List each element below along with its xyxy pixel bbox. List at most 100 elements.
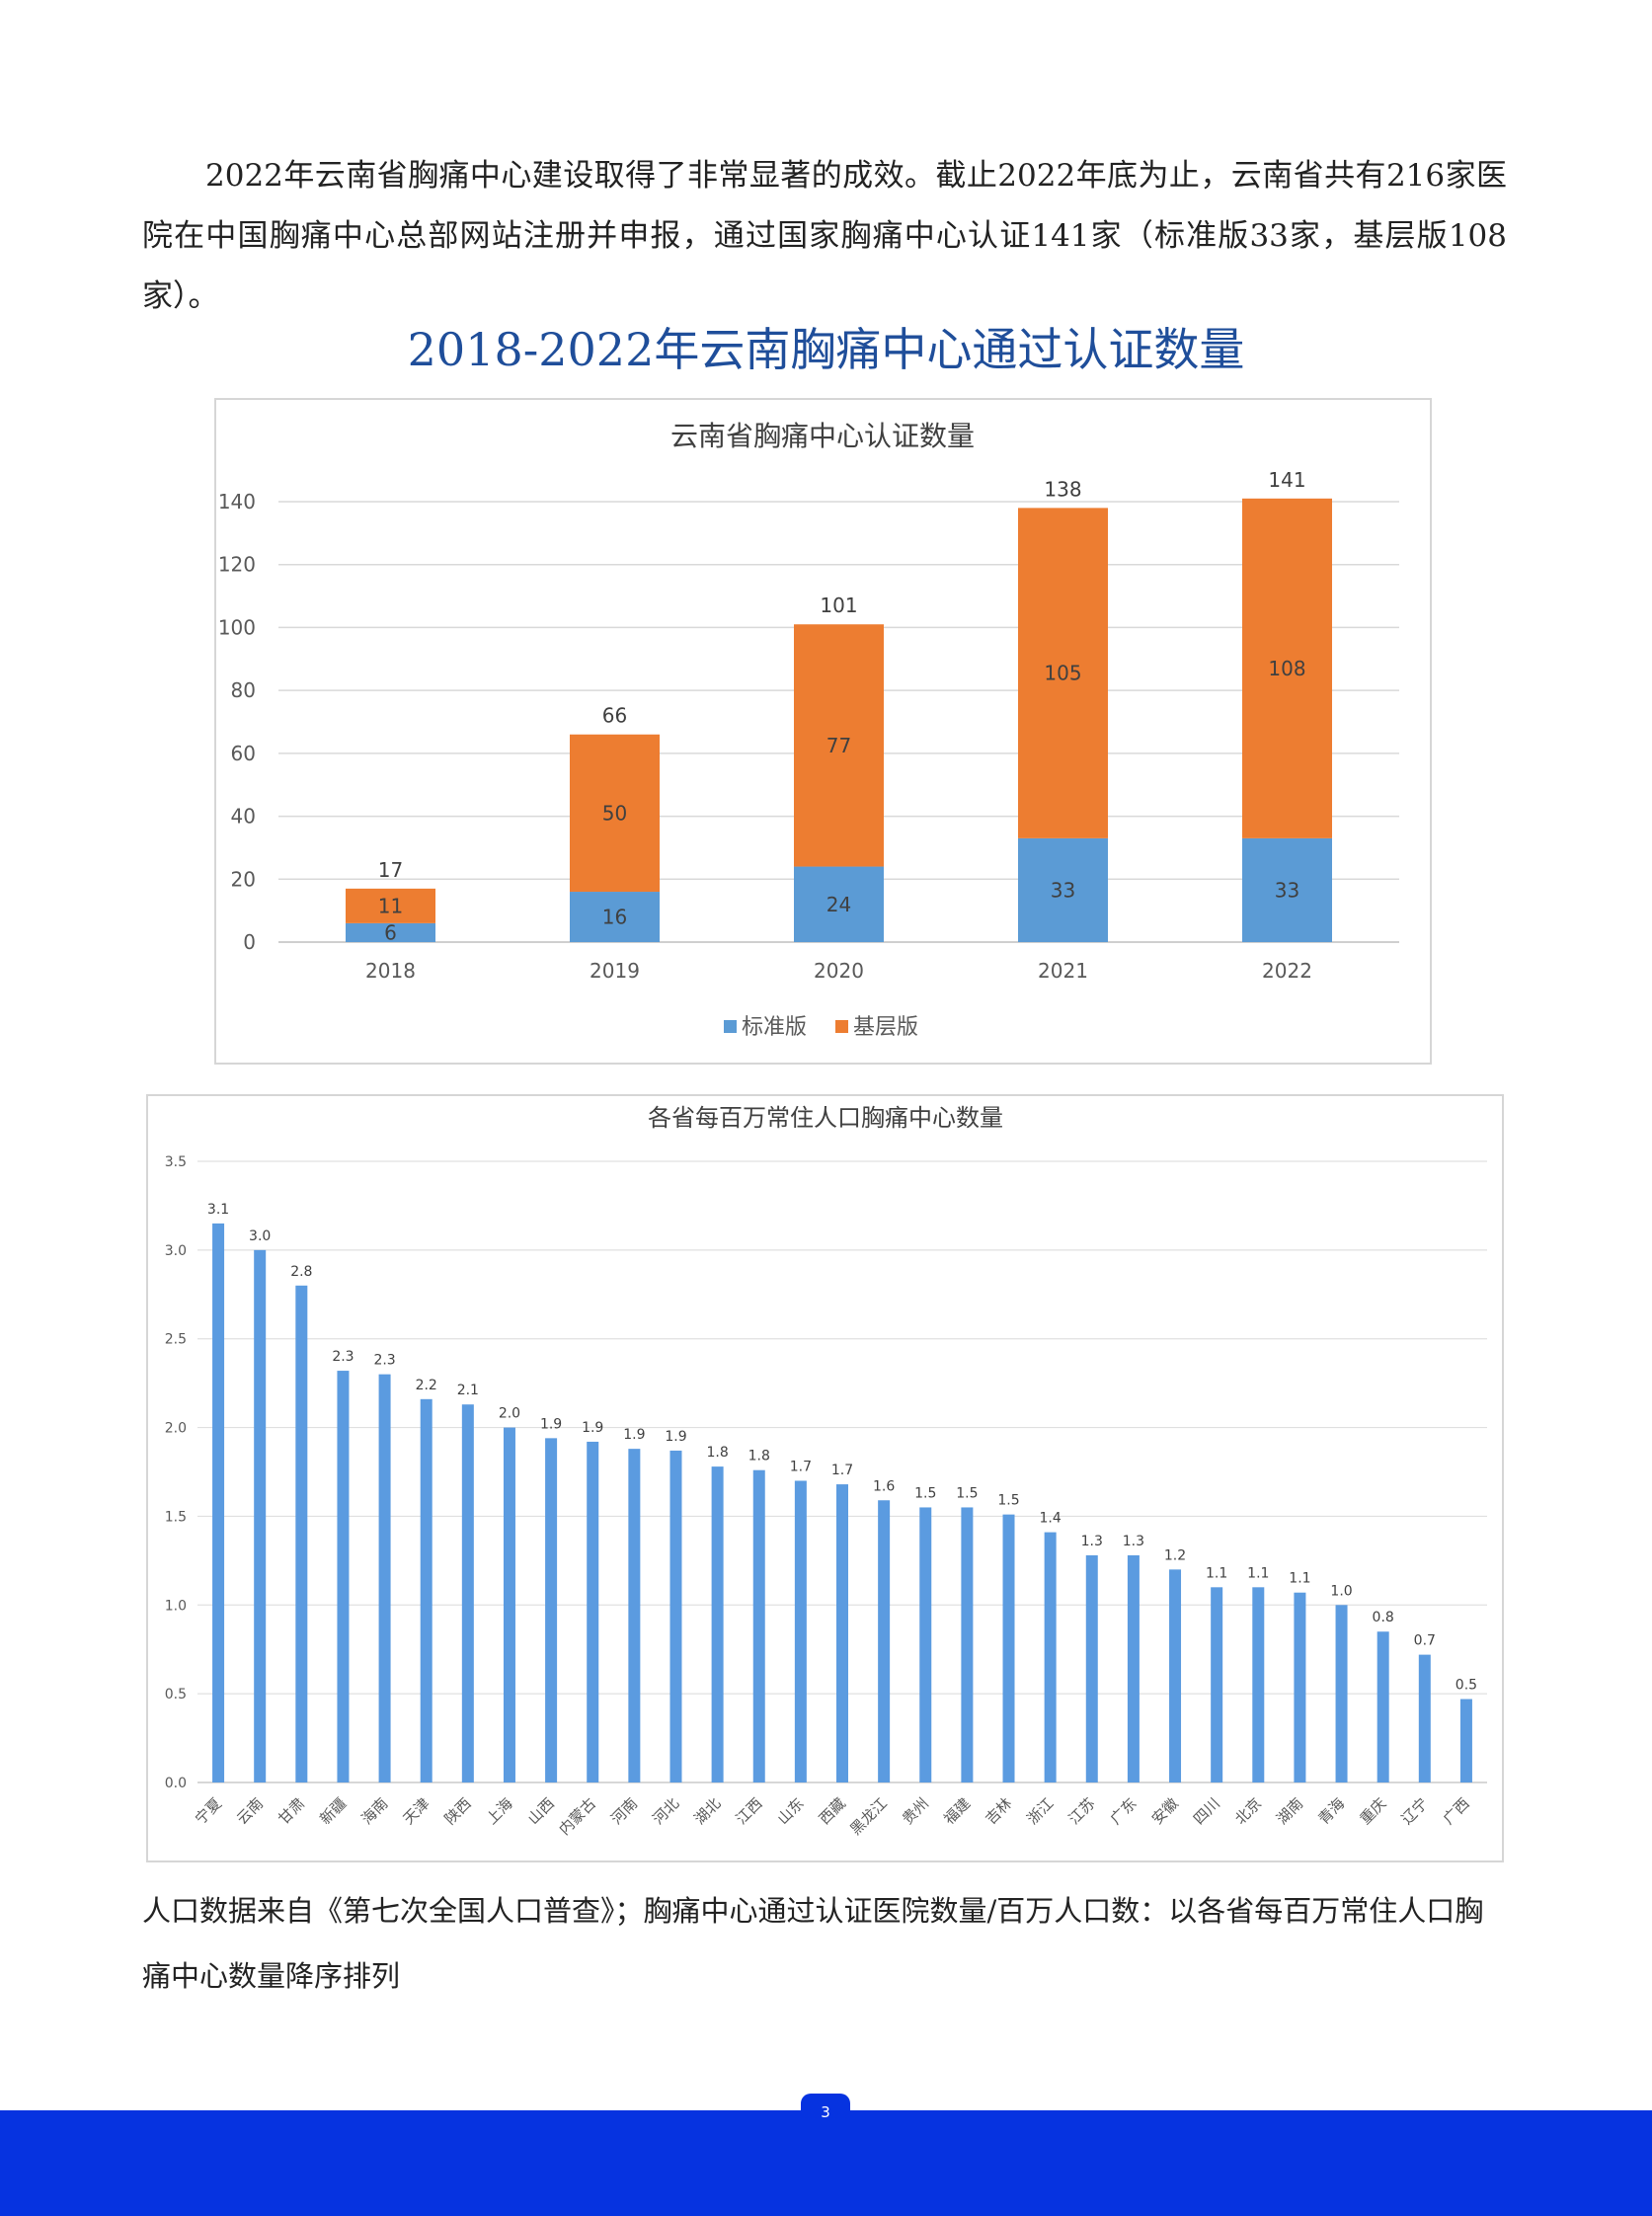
bar [503,1427,515,1782]
bar-value-label: 108 [1268,657,1305,680]
x-tick-label: 吉林 [982,1794,1015,1828]
x-tick-label: 江苏 [1065,1794,1099,1828]
bar [337,1371,350,1782]
x-tick-label: 四川 [1190,1794,1223,1828]
x-tick-label: 2019 [590,959,640,983]
bar-value-label: 1.1 [1289,1571,1310,1587]
bar-value-label: 1.0 [1330,1583,1352,1599]
section-title: 2018-2022年云南胸痛中心通过认证数量 [407,323,1245,376]
x-tick-label: 内蒙古 [555,1794,599,1839]
bar [1418,1654,1431,1782]
bar [1377,1631,1389,1782]
x-tick-label: 江西 [733,1794,766,1828]
per-million-bar-chart: 各省每百万常住人口胸痛中心数量 0.0 0.5 1.0 1.5 2.0 2.5 3.0 3.5 3… [165,1104,1487,1839]
bar-value-label: 1.9 [540,1416,562,1432]
x-tick-label: 上海 [483,1794,516,1828]
y-tick-label: 0 [243,930,256,954]
legend-swatch [835,1020,848,1033]
bar-value-label: 1.8 [748,1449,770,1464]
bar-value-label: 24 [826,893,851,916]
bar-value-label: 1.3 [1081,1534,1103,1549]
bar-segment-standard [570,892,660,942]
bar-value-label: 2.2 [416,1378,437,1393]
bar-segment-standard [1018,837,1108,942]
x-tick-label: 甘肃 [275,1794,308,1828]
bar-total-label: 66 [602,704,627,728]
bar [1335,1605,1348,1782]
bar [1002,1514,1015,1782]
bar-value-label: 2.1 [457,1383,479,1398]
x-tick-label: 重庆 [1357,1794,1390,1828]
bar-value-label: 6 [384,920,397,944]
bar-value-label: 1.2 [1164,1547,1186,1563]
bar-segment-basic [346,888,435,923]
bar [919,1507,932,1782]
chart2-title: 各省每百万常住人口胸痛中心数量 [648,1104,1003,1132]
x-tick-label: 河北 [649,1794,682,1828]
bar [587,1441,599,1782]
intro-paragraph: 2022年云南省胸痛中心建设取得了非常显著的成效。截止2022年底为止，云南省共… [142,158,1507,314]
bar-value-label: 1.5 [914,1485,936,1501]
bar-total-label: 141 [1268,468,1305,492]
y-tick-label: 3.5 [165,1154,187,1170]
certification-stacked-bar-chart: 云南省胸痛中心认证数量 0 20 40 60 80 100 120 140 6 11 17 2018 16… [218,420,1399,1040]
x-tick-label: 海南 [357,1794,391,1828]
bar-value-label: 105 [1044,662,1081,685]
bar-value-label: 1.7 [831,1463,853,1478]
bar [1127,1554,1140,1782]
bar [711,1466,724,1782]
x-tick-label: 新疆 [316,1794,350,1828]
x-tick-label: 2018 [365,959,416,983]
bar [1211,1587,1223,1782]
bar [1459,1699,1472,1782]
bar [669,1450,682,1782]
bar-value-label: 2.0 [499,1406,520,1422]
legend-swatch [724,1020,737,1033]
bar-value-label: 2.3 [332,1349,354,1365]
bar-value-label: 1.9 [665,1429,686,1445]
bar [1294,1592,1306,1782]
y-tick-label: 60 [231,742,256,765]
bar-value-label: 1.8 [706,1445,728,1461]
page-number: 3 [801,2094,850,2127]
legend-label: 标准版 [742,1015,807,1040]
bar [794,1480,807,1782]
x-tick-label: 湖南 [1273,1794,1306,1828]
footer-band [0,2110,1652,2216]
x-tick-label: 西藏 [816,1794,849,1828]
bar-value-label: 16 [602,906,627,929]
y-tick-label: 3.0 [165,1243,187,1259]
bar-segment-standard [346,922,435,942]
bar [212,1223,225,1782]
per-million-chart-box: 各省每百万常住人口胸痛中心数量 0.0 0.5 1.0 1.5 2.0 2.5 3.0 3.5 3… [146,1094,1504,1862]
bar-total-label: 101 [820,594,857,617]
bar-segment-standard [794,866,884,942]
x-tick-label: 云南 [233,1794,267,1828]
bar [628,1449,641,1782]
x-tick-label: 2020 [814,959,864,983]
bar [254,1249,267,1782]
x-tick-label: 浙江 [1024,1794,1058,1828]
bar [1085,1554,1098,1782]
bar-total-label: 17 [378,858,403,882]
bar [461,1404,474,1782]
bar [878,1500,891,1782]
bar-value-label: 1.5 [956,1485,978,1501]
y-tick-label: 2.5 [165,1332,187,1348]
x-tick-label: 2022 [1262,959,1312,983]
x-tick-label: 广西 [1440,1794,1473,1828]
x-tick-label: 黑龙江 [846,1794,891,1839]
bar-segment-standard [1242,837,1332,942]
bar-value-label: 11 [378,894,403,917]
certification-chart-box: 云南省胸痛中心认证数量 0 20 40 60 80 100 120 140 6 11 17 2018 16… [214,398,1432,1065]
bar-value-label: 1.4 [1040,1511,1062,1527]
x-tick-label: 安徽 [1148,1794,1182,1828]
bar-segment-basic [570,734,660,893]
x-tick-label: 湖北 [690,1794,724,1828]
bar [961,1507,974,1782]
x-tick-label: 河南 [607,1794,641,1828]
bar [836,1484,848,1782]
bar [1169,1569,1182,1782]
y-tick-label: 100 [218,615,256,639]
x-tick-label: 广东 [1107,1794,1141,1828]
